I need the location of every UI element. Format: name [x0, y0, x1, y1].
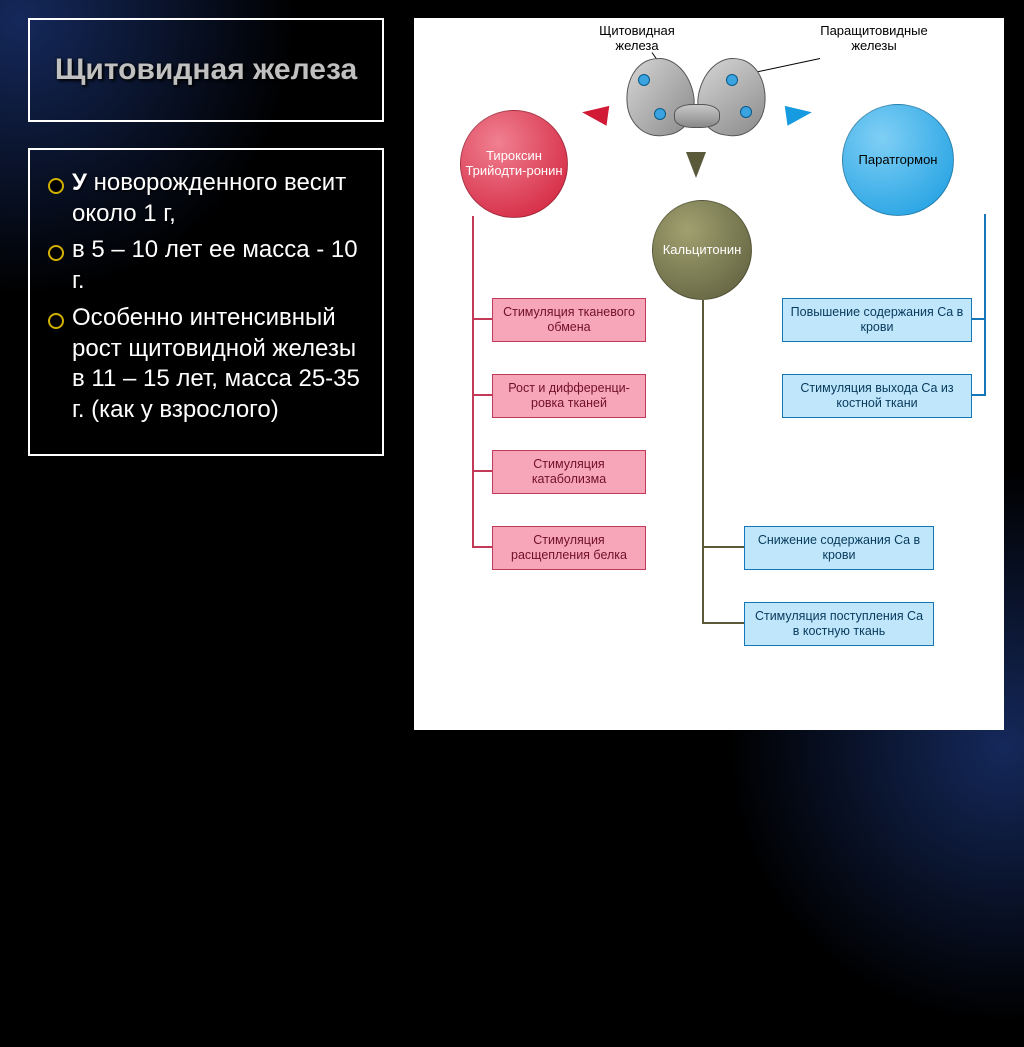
effect-box-red: Рост и дифференци-ровка тканей — [492, 374, 646, 418]
connector — [702, 622, 744, 624]
hormone-label: Тироксин Трийодти-ронин — [461, 149, 567, 179]
bullet-box: У новорожденного весит около 1 г, в 5 – … — [28, 148, 384, 456]
connector — [972, 318, 984, 320]
connector — [702, 300, 704, 624]
connector — [472, 318, 492, 320]
diagram-panel: Щитовидная железа Паращитовидные железы … — [414, 18, 1004, 730]
list-lead: У — [72, 169, 87, 196]
parathyroid-dot — [638, 74, 650, 86]
effect-box-red: Стимуляция расщепления белка — [492, 526, 646, 570]
list-text: Особенно интенсивный рост щитовидной жел… — [72, 304, 360, 423]
connector — [972, 394, 984, 396]
gland-isthmus — [674, 104, 720, 128]
effect-box-olive: Снижение содержания Ca в крови — [744, 526, 934, 570]
effect-box-red: Стимуляция катаболизма — [492, 450, 646, 494]
hormone-thyroxine: Тироксин Трийодти-ронин — [460, 110, 568, 218]
connector — [472, 470, 492, 472]
hormone-calcitonin: Кальцитонин — [652, 200, 752, 300]
list-text: новорожденного весит около 1 г, — [72, 169, 346, 227]
arrow-blue-icon — [785, 102, 814, 125]
list-item: в 5 – 10 лет ее масса - 10 г. — [44, 235, 368, 296]
hormone-label: Паратгормон — [859, 153, 938, 168]
arrow-olive-icon — [686, 152, 706, 178]
parathyroid-dot — [726, 74, 738, 86]
label-thyroid: Щитовидная железа — [592, 24, 682, 54]
bullet-list: У новорожденного весит около 1 г, в 5 – … — [44, 168, 368, 426]
hormone-label: Кальцитонин — [663, 243, 742, 258]
list-item: Особенно интенсивный рост щитовидной жел… — [44, 303, 368, 426]
parathyroid-dot — [740, 106, 752, 118]
effect-box-olive: Стимуляция поступления Ca в костную ткан… — [744, 602, 934, 646]
connector — [472, 546, 492, 548]
connector — [472, 394, 492, 396]
hormone-parathormone: Паратгормон — [842, 104, 954, 216]
page-title: Щитовидная железа — [55, 53, 357, 88]
effect-box-red: Стимуляция тканевого обмена — [492, 298, 646, 342]
list-item: У новорожденного весит около 1 г, — [44, 168, 368, 229]
effect-box-blue: Повышение содержания Ca в крови — [782, 298, 972, 342]
connector — [984, 214, 986, 396]
arrow-red-icon — [581, 102, 610, 125]
label-parathyroid: Паращитовидные железы — [814, 24, 934, 54]
parathyroid-dot — [654, 108, 666, 120]
list-text: в 5 – 10 лет ее масса - 10 г. — [72, 236, 358, 294]
thyroid-gland-graphic — [626, 58, 766, 138]
connector — [702, 546, 744, 548]
effect-box-blue: Стимуляция выхода Ca из костной ткани — [782, 374, 972, 418]
title-box: Щитовидная железа — [28, 18, 384, 122]
connector — [472, 216, 474, 546]
